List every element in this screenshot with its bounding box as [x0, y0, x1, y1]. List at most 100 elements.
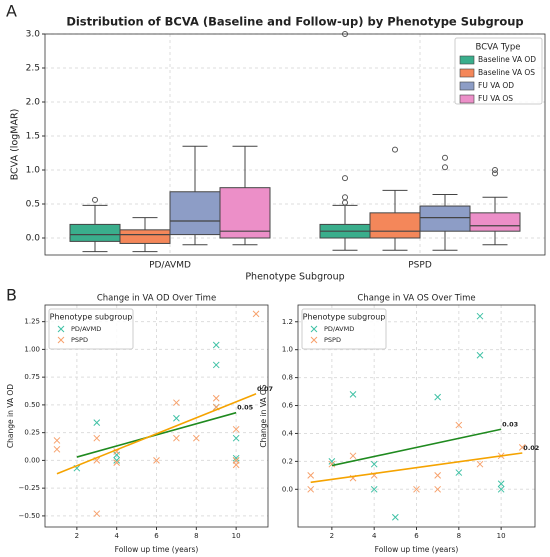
marker	[370, 485, 378, 493]
y-tick-label: −0.50	[19, 512, 40, 520]
legend-box	[301, 308, 387, 350]
marker	[518, 444, 526, 451]
y-tick-label: 0.6	[282, 402, 294, 410]
y-tick-label: 1.0	[282, 346, 293, 354]
y-axis-label: BCVA (logMAR)	[10, 109, 21, 181]
x-tick-label: PD/AVMD	[149, 261, 191, 271]
x-tick-label: PSPD	[408, 261, 432, 271]
flier	[442, 164, 448, 171]
y-tick-label: −0.25	[19, 484, 40, 492]
marker	[232, 461, 240, 469]
x-tick-label: 8	[194, 532, 198, 540]
marker	[252, 310, 260, 318]
flier	[92, 196, 98, 203]
marker	[328, 458, 336, 465]
marker	[391, 513, 399, 521]
y-axis-label: Change in VA OD	[6, 384, 15, 448]
marker	[153, 457, 160, 464]
flier	[442, 154, 448, 161]
marker	[455, 421, 463, 429]
box	[119, 229, 171, 244]
plot-frame	[44, 33, 546, 256]
marker	[212, 361, 220, 369]
flier	[492, 167, 498, 173]
trend-annotation: 0.03	[502, 420, 518, 428]
plot-frame	[297, 304, 536, 528]
x-axis-label: Follow up time (years)	[375, 545, 459, 554]
marker	[173, 434, 180, 442]
chart-title: Change in VA OD Over Time	[97, 294, 216, 304]
y-tick-label: 0.0	[282, 485, 293, 493]
marker	[497, 485, 505, 493]
trend-annotation: 0.07	[257, 385, 273, 393]
y-tick-label: 0.75	[24, 373, 40, 381]
box	[169, 191, 221, 236]
legend-label: PD/AVMD	[324, 325, 354, 333]
chart-title: Change in VA OS Over Time	[357, 294, 475, 304]
y-tick-label: 2.5	[26, 64, 40, 74]
marker	[173, 414, 180, 422]
y-tick-label: 0.2	[282, 457, 293, 465]
x-tick-label: 6	[154, 532, 159, 540]
flier	[392, 146, 398, 153]
chart-title: Distribution of BCVA (Baseline and Follo…	[66, 15, 523, 29]
box	[219, 187, 271, 239]
marker	[212, 341, 220, 349]
box	[469, 212, 521, 232]
marker	[307, 471, 315, 479]
x-tick-label: 10	[497, 532, 506, 540]
marker	[192, 434, 200, 442]
legend-label: PSPD	[71, 336, 88, 344]
legend-swatch	[459, 94, 475, 104]
y-tick-label: 0.00	[24, 456, 40, 464]
trend-line	[331, 428, 502, 467]
x-axis-label: Follow up time (years)	[115, 545, 199, 554]
legend-label: FU VA OS	[478, 94, 513, 103]
marker	[113, 457, 121, 464]
marker	[232, 434, 240, 442]
box	[419, 205, 471, 232]
marker	[93, 434, 101, 442]
marker	[434, 471, 442, 479]
x-tick-label: 4	[372, 532, 377, 540]
marker	[93, 510, 101, 518]
marker	[476, 460, 484, 468]
legend-label: Baseline VA OS	[478, 68, 535, 77]
marker	[328, 460, 336, 468]
y-tick-label: 1.0	[26, 166, 41, 176]
y-axis-label: Change in VA OS	[259, 384, 268, 447]
trend-line	[310, 452, 523, 484]
legend-title: BCVA Type	[476, 43, 521, 53]
x-tick-label: 2	[75, 532, 79, 540]
panel-label: B	[6, 286, 17, 305]
legend-swatch	[459, 55, 475, 65]
legend-box	[454, 37, 543, 105]
marker	[113, 459, 121, 466]
plot-frame	[44, 304, 269, 528]
legend-title: Phenotype subgroup	[303, 313, 386, 322]
flier	[342, 194, 348, 201]
x-tick-label: 8	[457, 532, 461, 540]
marker	[307, 485, 315, 493]
legend-box	[48, 308, 134, 350]
legend-marker	[310, 336, 318, 344]
marker	[370, 460, 378, 468]
marker	[349, 452, 357, 460]
y-tick-label: 0.0	[26, 234, 41, 244]
box	[369, 212, 421, 239]
marker	[93, 419, 101, 427]
marker	[476, 312, 484, 320]
legend-label: FU VA OD	[478, 81, 514, 90]
y-tick-label: 0.25	[24, 429, 40, 437]
y-tick-label: 1.2	[282, 318, 293, 326]
marker	[53, 437, 61, 444]
marker	[173, 399, 180, 407]
x-tick-label: 10	[232, 532, 241, 540]
y-tick-label: 1.5	[26, 132, 40, 142]
y-tick-label: 1.25	[24, 318, 40, 326]
marker	[232, 454, 240, 462]
flier	[492, 170, 498, 177]
x-axis-label: Phenotype Subgroup	[245, 272, 344, 283]
x-tick-label: 4	[114, 532, 119, 540]
